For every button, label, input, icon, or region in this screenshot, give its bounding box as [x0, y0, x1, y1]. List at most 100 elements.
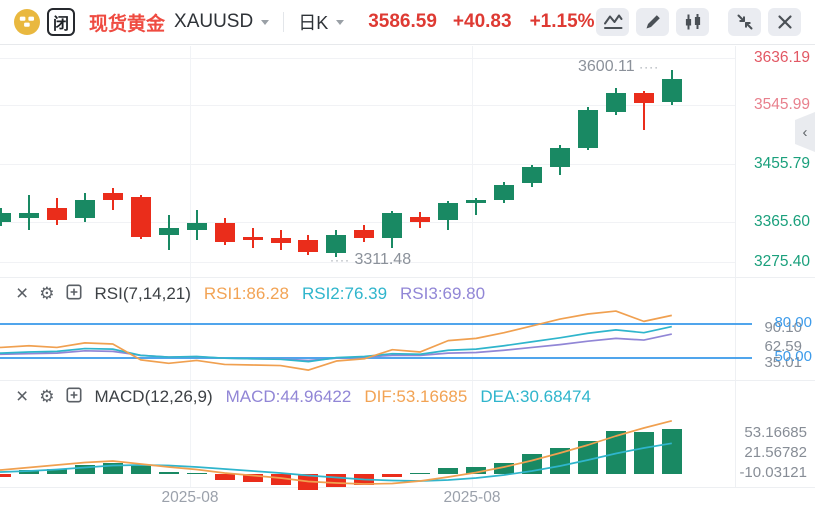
candle [186, 222, 207, 230]
macd-close-icon[interactable]: × [16, 385, 29, 408]
rsi-scale-label: 90.10 [764, 319, 802, 336]
y-axis-label: 3275.40 [753, 253, 810, 270]
sidebar-collapse-tab[interactable]: ‹ [795, 112, 815, 152]
macd-histogram-bar [494, 462, 515, 474]
close-chart-button[interactable] [768, 8, 801, 36]
toolbar-divider [283, 12, 285, 32]
candle [214, 222, 235, 242]
macd-histogram-bar [130, 466, 151, 474]
horizontal-gridline [0, 163, 735, 165]
y-axis-label: 3455.79 [753, 154, 810, 172]
macd-histogram-bar [186, 472, 207, 474]
last-price: 3586.59 [368, 11, 437, 32]
instrument-name: 现货黄金 [89, 13, 166, 35]
rsi-settings-gear-icon[interactable]: ⚙ [39, 284, 55, 303]
macd-histogram-bar [633, 432, 654, 474]
macd-settings-gear-icon[interactable]: ⚙ [39, 387, 55, 406]
macd-histogram-bar [242, 474, 263, 482]
candle [270, 238, 291, 243]
candle [494, 185, 515, 201]
rsi-ref-label: 80.00 [774, 314, 812, 331]
rsi-ref-label: 50.00 [774, 348, 812, 365]
candle [605, 93, 626, 112]
chart-type-button[interactable] [676, 8, 709, 36]
macd-readout: MACD:44.96422 [225, 387, 352, 406]
candle [661, 78, 682, 102]
macd-histogram-bar [270, 474, 291, 485]
macd-histogram-bar [102, 462, 123, 474]
dif-readout: DIF:53.16685 [364, 387, 468, 406]
low-price-annotation: ···· 3311.48 [330, 251, 412, 268]
high-price-annotation: 3600.11 ···· [578, 58, 660, 75]
rsi-scale-label: 35.01 [764, 354, 802, 371]
rsi-refline-50 [0, 356, 752, 359]
price-change-percent: +1.15% [529, 11, 595, 32]
x-axis-label: 2025-08 [443, 489, 501, 506]
rsi-refline-80 [0, 322, 752, 325]
candle [522, 166, 543, 183]
macd-histogram-bar [46, 469, 67, 474]
macd-histogram-bar [18, 470, 39, 474]
x-axis-label: 2025-08 [161, 489, 219, 506]
macd-histogram-bar [158, 472, 179, 474]
timeframe-chevron-down-icon[interactable] [336, 19, 345, 25]
rsi-header: × ⚙ RSI(7,14,21) RSI1:86.28 RSI2:76.39 R… [16, 281, 485, 307]
line-chart-icon [602, 11, 624, 33]
candle [130, 196, 151, 237]
rsi-add-plus-icon[interactable] [66, 283, 82, 305]
candle [102, 192, 123, 201]
macd-histogram-bar [438, 468, 459, 474]
macd-histogram-bar [410, 472, 431, 474]
candlestick-icon [682, 11, 704, 33]
macd-add-plus-icon[interactable] [66, 386, 82, 408]
close-icon [774, 11, 796, 33]
panel-separator [0, 277, 815, 278]
vertical-gridline [190, 46, 191, 487]
rsi1-line [0, 310, 672, 371]
dotted-line: ···· [639, 60, 660, 74]
horizontal-gridline [0, 262, 735, 263]
candle [298, 240, 319, 252]
timeframe-label[interactable]: 日K [298, 13, 329, 33]
symbol-chevron-down-icon[interactable] [261, 19, 270, 25]
collapse-button[interactable] [728, 8, 761, 36]
y-axis-label: 3636.19 [753, 49, 810, 66]
candle [158, 227, 179, 235]
candle [410, 217, 431, 222]
macd-histogram-bar [522, 454, 543, 474]
macd-histogram-bar [605, 431, 626, 474]
horizontal-gridline [0, 221, 735, 223]
candle-wick [27, 194, 30, 230]
horizontal-gridline [0, 58, 735, 59]
indicator-line-button[interactable] [596, 8, 629, 36]
candle-wick [642, 90, 645, 130]
rsi3-readout: RSI3:69.80 [400, 284, 486, 303]
rsi-scale-label: 62.59 [764, 338, 802, 355]
candle-wick [475, 198, 478, 215]
candle [74, 200, 95, 218]
macd-histogram-bar [382, 474, 403, 477]
macd-histogram-bar [0, 474, 11, 477]
rsi-close-icon[interactable]: × [16, 282, 29, 305]
draw-button[interactable] [636, 8, 669, 36]
chevron-left-icon: ‹ [802, 123, 808, 141]
macd-histogram-bar [214, 474, 235, 480]
logo-box-icon: 闭 [47, 8, 75, 36]
candle [438, 203, 459, 220]
candle [354, 229, 375, 238]
macd-histogram-bar [550, 448, 570, 474]
y-axis-label: 3545.99 [753, 96, 810, 114]
macd-histogram-bar [354, 474, 375, 485]
dotted-line: ···· [330, 253, 350, 267]
symbol-label[interactable]: XAUUSD [174, 11, 254, 32]
horizontal-gridline [0, 105, 735, 107]
price-change: +40.83 [452, 11, 512, 32]
candle [242, 236, 263, 240]
macd-histogram-bar [74, 465, 95, 474]
macd-title: MACD(12,26,9) [94, 387, 213, 406]
candle [326, 235, 347, 254]
vertical-gridline [472, 46, 473, 487]
candle [466, 200, 487, 203]
collapse-arrows-icon [734, 11, 756, 33]
